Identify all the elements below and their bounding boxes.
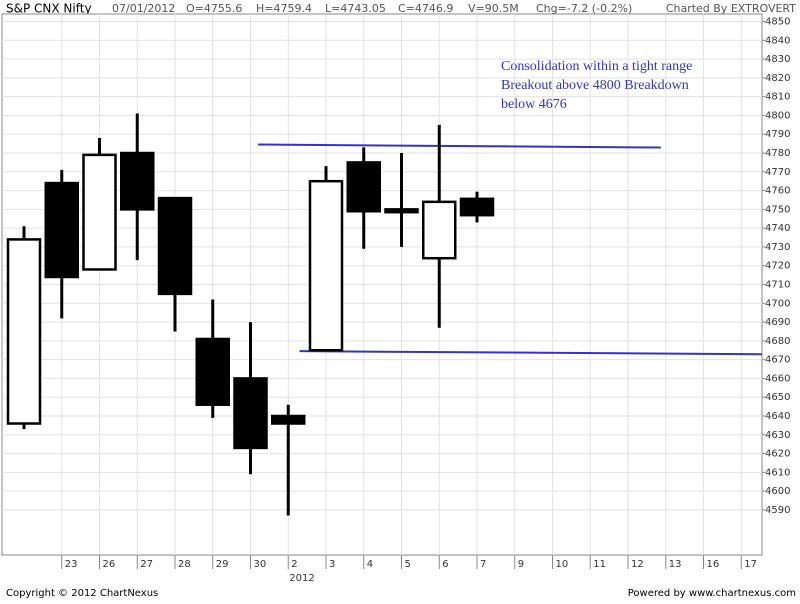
header-item: L=4743.05 [325,2,386,15]
header-item: O=4755.6 [186,2,242,15]
x-tick-label: 7 [480,559,486,570]
annotation: below 4676 [501,97,567,112]
y-tick-label: 4650 [765,392,790,403]
candle-body [422,200,457,260]
y-tick-label: 4710 [765,280,790,291]
y-tick-label: 4850 [765,17,790,28]
candle-body [44,181,79,279]
x-tick-label: 17 [744,559,757,570]
y-tick-label: 4840 [765,35,790,46]
candle-body [459,197,495,217]
header-item: H=4759.4 [256,2,312,15]
y-tick-label: 4640 [765,411,790,422]
chart-title: S&P CNX Nifty [6,2,92,16]
y-tick-label: 4830 [765,54,790,65]
candle-body [308,179,344,352]
credit: Charted By EXTROVERT [666,2,796,15]
x-tick-label: 6 [442,559,448,570]
header-item: V=90.5M [468,2,519,15]
x-tick-label: 4 [367,559,373,570]
x-tick-label: 9 [518,559,524,570]
candle-body [195,337,230,406]
y-tick-label: 4610 [765,467,790,478]
footer-right: Powered by www.chartnexus.com [628,588,796,599]
trend-line [299,350,763,356]
y-tick-label: 4680 [765,336,790,347]
y-tick-label: 4690 [765,317,790,328]
x-tick-label: 28 [178,559,191,570]
y-tick-label: 4620 [765,449,790,460]
candle-body [157,196,193,296]
annotation: Consolidation within a tight range [501,59,692,74]
x-tick-label: 11 [593,559,606,570]
candle-body [233,377,268,450]
header-item: C=4746.9 [398,2,453,15]
x-tick-label: 26 [103,559,116,570]
y-tick-label: 4630 [765,430,790,441]
header-item: Chg=-7.2 (-0.2%) [536,2,632,15]
x-tick-label: 5 [405,559,411,570]
y-tick-label: 4730 [765,242,790,253]
y-tick-label: 4660 [765,373,790,384]
x-tick-label: 27 [140,559,153,570]
y-tick-label: 4780 [765,148,790,159]
trend-line [258,143,661,149]
x-tick-label: 13 [669,559,682,570]
candle-body [82,153,117,271]
y-tick-label: 4740 [765,223,790,234]
y-tick-label: 4810 [765,92,790,103]
candle-body [6,238,42,425]
x-tick-label: 12 [631,559,644,570]
footer-left: Copyright © 2012 ChartNexus [6,588,158,599]
candle-body [346,161,381,213]
y-tick-label: 4790 [765,129,790,140]
x-tick-label: 2 [291,559,297,570]
y-tick-label: 4820 [765,73,790,84]
candle-body [120,151,155,211]
candle-body [271,414,306,425]
year-label: 2012 [289,573,314,584]
y-tick-label: 4800 [765,110,790,121]
y-tick-label: 4590 [765,505,790,516]
x-tick-label: 29 [216,559,229,570]
x-tick-label: 30 [254,559,267,570]
y-tick-label: 4750 [765,204,790,215]
x-tick-label: 10 [556,559,569,570]
header-item: 07/01/2012 [112,2,175,15]
y-tick-label: 4720 [765,261,790,272]
y-tick-label: 4760 [765,186,790,197]
x-tick-label: 3 [329,559,335,570]
x-tick-label: 16 [707,559,720,570]
candle-body [384,208,419,214]
y-tick-label: 4770 [765,167,790,178]
y-tick-label: 4600 [765,486,790,497]
x-tick-label: 23 [65,559,78,570]
y-tick-label: 4670 [765,355,790,366]
annotation: Breakout above 4800 Breakdown [501,78,689,93]
y-tick-label: 4700 [765,298,790,309]
